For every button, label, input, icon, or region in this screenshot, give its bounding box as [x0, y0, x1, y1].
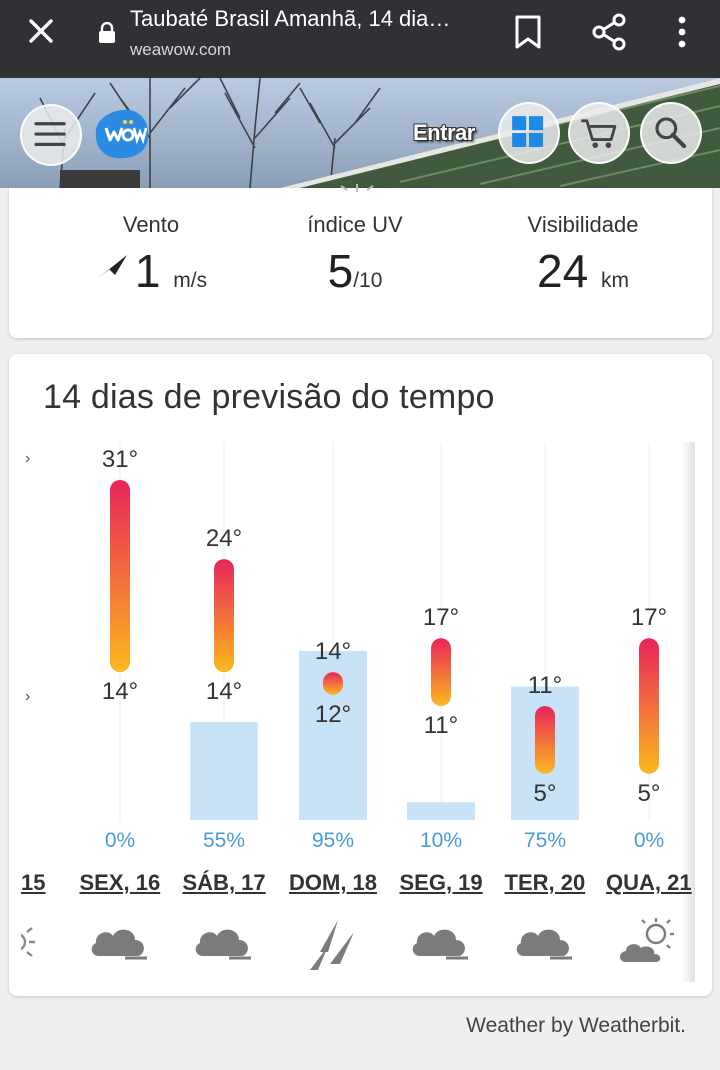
- low-temp-label: 5°: [637, 779, 661, 807]
- day-label[interactable]: SÁB, 17: [182, 870, 266, 895]
- search-button[interactable]: [640, 102, 702, 164]
- bookmark-icon[interactable]: [512, 14, 544, 50]
- temp-range-bar: [110, 480, 130, 673]
- day-label[interactable]: SEG, 19: [399, 870, 483, 895]
- precip-label: 75%: [523, 829, 567, 852]
- day-label[interactable]: QUA, 21: [606, 870, 692, 895]
- wind-value: 1: [134, 245, 161, 297]
- precip-label: 95%: [311, 829, 355, 852]
- share-icon[interactable]: [590, 12, 628, 52]
- precip-label: 10%: [419, 829, 463, 852]
- login-link[interactable]: Entrar: [413, 120, 475, 145]
- wind-metric: Vento 1 m/s: [41, 212, 261, 298]
- temp-range-bar: [639, 638, 659, 774]
- visibility-label: Visibilidade: [527, 212, 639, 237]
- low-temp-label: 14°: [205, 678, 243, 706]
- visibility-value: 24: [537, 245, 589, 297]
- high-temp-label: 11°: [527, 672, 563, 699]
- grid-icon: [512, 116, 544, 148]
- low-temp-label: 12°: [314, 700, 352, 728]
- partly-sunny-icon-partial: [21, 927, 35, 957]
- wind-label: Vento: [122, 212, 180, 237]
- temp-range-bar: [535, 706, 555, 774]
- high-temp-label: 14°: [314, 638, 352, 666]
- heavy-rain-icon: [310, 920, 354, 970]
- uv-unit: /10: [353, 269, 383, 292]
- temp-range-bar: [431, 638, 451, 706]
- cloudy-icon: [516, 929, 572, 960]
- high-temp-label: 31°: [101, 446, 139, 473]
- wind-unit: m/s: [173, 269, 208, 292]
- cloudy-icon: [91, 929, 147, 960]
- forecast-chart-svg: [110, 442, 659, 820]
- cart-button[interactable]: [568, 102, 630, 164]
- weawow-logo[interactable]: [92, 106, 152, 162]
- day-label[interactable]: SEX, 16: [79, 870, 161, 895]
- temp-range-bar: [323, 672, 343, 695]
- lock-icon: [99, 22, 115, 43]
- precip-label: 0%: [633, 829, 665, 852]
- low-temp-label: 5°: [533, 779, 557, 807]
- visibility-metric: Visibilidade 24 km: [473, 212, 693, 298]
- uv-metric: índice UV 5/10: [245, 212, 465, 298]
- weather-credit[interactable]: Weather by Weatherbit.: [466, 1014, 686, 1037]
- apps-button[interactable]: [498, 102, 560, 164]
- header-background-image: [39, 78, 381, 188]
- menu-button[interactable]: [20, 104, 82, 166]
- precip-bar: [190, 722, 258, 820]
- temp-range-bar: [214, 559, 234, 673]
- high-temp-label: 17°: [630, 604, 668, 632]
- site-header: Entrar: [0, 78, 720, 188]
- partly-sunny-icon: [620, 918, 674, 962]
- close-icon[interactable]: [26, 16, 56, 46]
- chart-scroll-shadow: [681, 442, 695, 982]
- day-label-partial[interactable]: 15: [21, 870, 46, 895]
- browser-toolbar: Taubaté Brasil Amanhã, 14 dia… weawow.co…: [0, 0, 720, 78]
- page-title[interactable]: Taubaté Brasil Amanhã, 14 dia…: [130, 6, 451, 31]
- precip-label: 55%: [202, 829, 246, 852]
- forecast-chart[interactable]: › › 15 31° 14° 0% SEX, 16 24° 14° 55% SÁB, 17 14…: [21, 442, 695, 982]
- low-temp-label: 14°: [101, 678, 139, 706]
- more-options-icon[interactable]: [668, 14, 696, 50]
- day-label[interactable]: TER, 20: [504, 870, 586, 895]
- uv-label: índice UV: [307, 212, 403, 237]
- page-url[interactable]: weawow.com: [130, 40, 232, 59]
- day-label[interactable]: DOM, 18: [289, 870, 378, 895]
- cloudy-icon: [195, 929, 251, 960]
- search-icon: [655, 117, 687, 149]
- high-temp-label: 24°: [205, 525, 243, 553]
- uv-sun-icon-partial: [340, 184, 374, 192]
- high-temp-label: 17°: [422, 604, 460, 632]
- visibility-value-row: 24 km: [473, 244, 693, 298]
- precip-label: 0%: [104, 829, 136, 852]
- current-conditions-card: Vento 1 m/s índice UV 5/10 Visibilidade …: [9, 184, 712, 338]
- cloudy-icon: [412, 929, 468, 960]
- visibility-unit: km: [600, 269, 629, 292]
- wind-value-row: 1 m/s: [41, 244, 261, 298]
- low-temp-label: 11°: [423, 712, 459, 739]
- cart-icon: [581, 119, 617, 148]
- scroll-hint-mark-top: ›: [25, 450, 31, 467]
- menu-icon: [34, 122, 66, 146]
- forecast-title: 14 dias de previsão do tempo: [43, 378, 495, 416]
- uv-value-row: 5/10: [245, 244, 465, 298]
- wind-direction-icon: [96, 255, 127, 279]
- precip-bar: [407, 802, 475, 820]
- scroll-hint-mark-mid: ›: [25, 688, 31, 705]
- uv-value: 5: [327, 245, 354, 297]
- forecast-card: 14 dias de previsão do tempo › › 15 31° 1…: [9, 354, 712, 996]
